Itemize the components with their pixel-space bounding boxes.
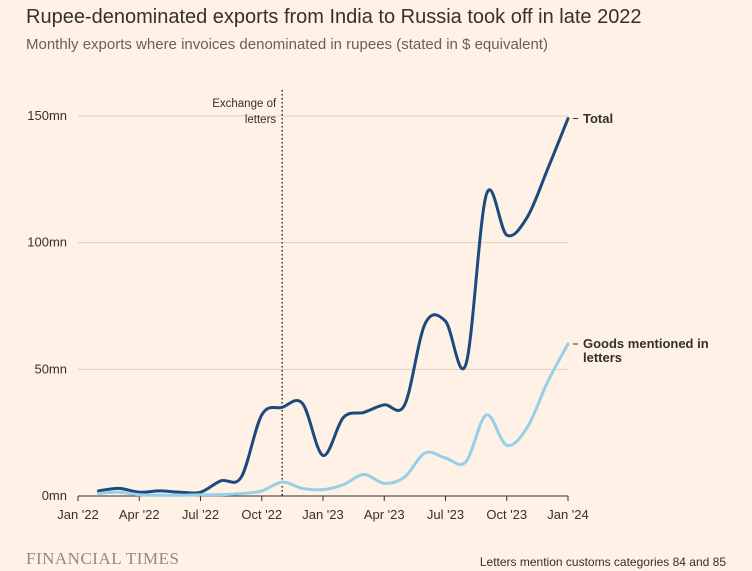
x-tick-label: Jul '23	[427, 507, 464, 522]
x-tick-label: Jan '23	[302, 507, 344, 522]
x-tick-label: Jan '24	[547, 507, 589, 522]
y-tick-label: 150mn	[27, 108, 67, 123]
x-tick-label: Apr '22	[119, 507, 160, 522]
annotation-text: Exchange of letters	[212, 98, 277, 126]
x-tick-label: Oct '22	[241, 507, 282, 522]
chart-subtitle: Monthly exports where invoices denominat…	[26, 36, 548, 53]
x-tick-label: Jul '22	[182, 507, 219, 522]
y-tick-label: 0mn	[42, 488, 67, 503]
x-tick-label: Apr '23	[364, 507, 405, 522]
brand: FINANCIAL TIMES	[26, 549, 180, 568]
series-line	[96, 117, 570, 495]
x-tick-label: Oct '23	[486, 507, 527, 522]
series-line	[96, 342, 570, 497]
source-note: Letters mention customs categories 84 an…	[479, 555, 726, 569]
series-label: Total	[583, 110, 614, 126]
x-tick-label: Jan '22	[57, 507, 99, 522]
y-tick-label: 50mn	[34, 361, 67, 376]
y-tick-label: 100mn	[27, 235, 67, 250]
chart-title: Rupee-denominated exports from India to …	[26, 6, 642, 28]
series-label: Goods mentioned in letters	[583, 336, 709, 365]
